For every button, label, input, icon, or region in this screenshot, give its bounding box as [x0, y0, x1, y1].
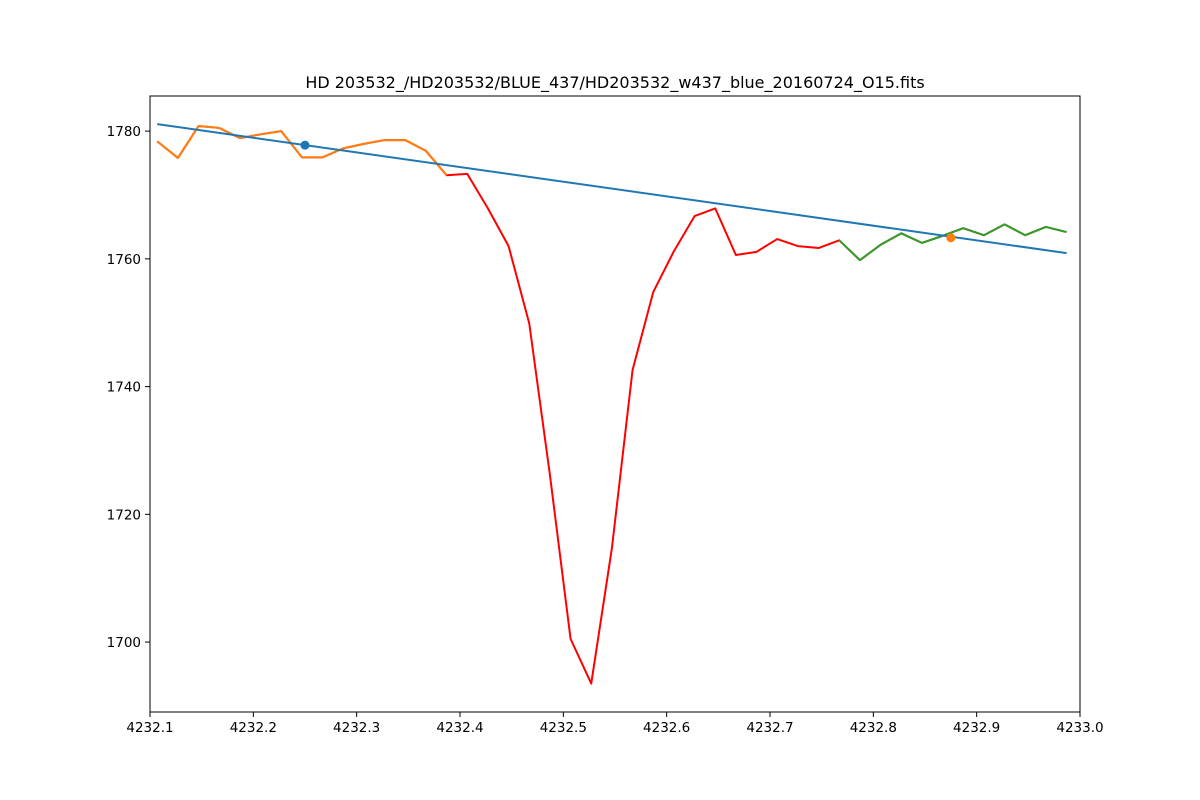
- series-line: [156, 125, 448, 176]
- y-tick-label: 1740: [107, 380, 141, 396]
- y-tick-label: 1720: [107, 507, 141, 523]
- chart-title: HD 203532_/HD203532/BLUE_437/HD203532_w4…: [305, 73, 924, 93]
- plot-frame: [149, 95, 1081, 713]
- y-tick-label: 1700: [107, 635, 141, 651]
- y-tick-label: 1760: [107, 252, 141, 268]
- y-tick-label: 1780: [107, 124, 141, 140]
- data-point: [300, 140, 310, 150]
- x-tick-label: 4233.0: [1056, 720, 1103, 736]
- x-tick-label: 4232.1: [126, 720, 173, 736]
- x-tick-label: 4232.9: [953, 720, 1000, 736]
- series-line: [156, 125, 1067, 685]
- x-tick-label: 4232.6: [643, 720, 690, 736]
- data-point: [946, 233, 956, 243]
- x-tick-label: 4232.3: [333, 720, 380, 736]
- x-tick-label: 4232.4: [436, 720, 483, 736]
- series-line: [838, 223, 1067, 262]
- x-tick-label: 4232.7: [746, 720, 793, 736]
- series-line: [157, 123, 1067, 255]
- x-tick-label: 4232.5: [540, 720, 587, 736]
- x-tick-label: 4232.8: [850, 720, 897, 736]
- x-tick-label: 4232.2: [230, 720, 277, 736]
